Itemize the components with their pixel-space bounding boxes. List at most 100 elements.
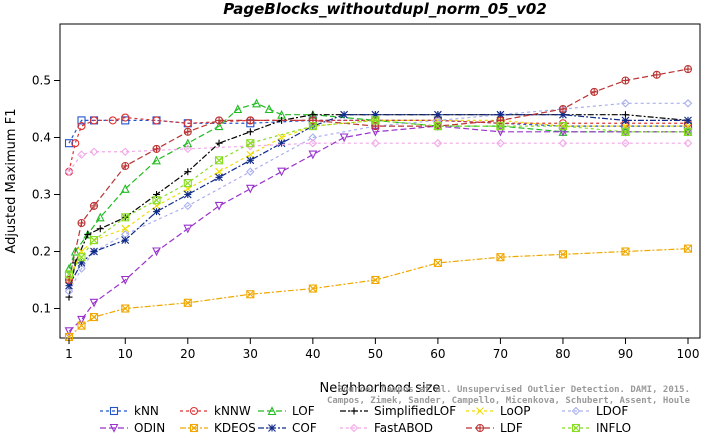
data-point-fastabod [558, 138, 568, 148]
series-simplifiedlof [65, 111, 692, 301]
data-point-knn [77, 116, 86, 125]
legend-swatch-marker [571, 406, 581, 416]
data-point-simplifiedlof [246, 128, 254, 136]
data-point-odin [558, 127, 568, 137]
data-point-cof [340, 110, 349, 119]
data-point-knnw [121, 113, 130, 122]
data-point-lof [252, 98, 261, 108]
data-point-ldf [558, 104, 567, 114]
data-point-odin [214, 201, 224, 211]
data-point-ldof [183, 201, 193, 211]
x-axis: 1 10 20 30 40 50 60 70 80 90 100 [65, 338, 699, 361]
data-point-odin [277, 167, 286, 177]
data-point-fastabod [64, 167, 74, 176]
data-point-kdeos [246, 290, 255, 299]
data-point-cof [559, 110, 567, 119]
data-point-lof [64, 263, 74, 273]
legend-swatch-marker [189, 406, 199, 416]
data-point-ldf [590, 87, 599, 96]
data-point-simplifiedlof [215, 139, 223, 147]
data-point-fastabod [433, 138, 443, 148]
legend-item-cof: COF [258, 421, 317, 434]
legend-item-fastabod: FastABOD [340, 421, 433, 434]
data-point-knnw [71, 139, 80, 148]
data-point-fastabod [89, 147, 99, 157]
series-line-fastabod [68, 142, 688, 173]
data-point-cof [277, 139, 286, 148]
legend-item-loop: LoOP [466, 404, 531, 418]
x-tick-label: 90 [618, 347, 633, 361]
data-point-inflo [683, 127, 693, 136]
legend: kNN kNNW LOF SimplifiedLOF LoOP LDOF ODIN KDEOS… [100, 404, 631, 434]
data-point-lof [152, 155, 161, 165]
data-point-inflo [496, 122, 505, 131]
data-point-lof [70, 246, 80, 256]
series-inflo [64, 116, 693, 279]
legend-label: ODIN [134, 421, 165, 434]
x-tick-label: 30 [243, 347, 258, 361]
data-point-kdeos [121, 304, 130, 313]
data-point-odin [77, 315, 86, 325]
data-point-cof [434, 110, 442, 119]
legend-item-odin: ODIN [100, 421, 165, 434]
series-line-cof [68, 114, 688, 286]
x-tick-label: 10 [118, 347, 133, 361]
legend-label: LOF [292, 404, 315, 418]
data-point-ldof [308, 133, 318, 142]
data-point-ldf [183, 127, 192, 136]
data-point-inflo [77, 253, 86, 262]
series-ldf [64, 65, 693, 285]
data-point-inflo [152, 196, 161, 205]
data-point-simplifiedlof [84, 230, 92, 238]
legend-item-lof: LOF [258, 404, 315, 418]
data-point-ldf [621, 76, 630, 85]
x-axis-label: Neighborhood size [320, 381, 441, 396]
legend-swatch-marker [571, 423, 581, 433]
legend-swatch-marker [109, 423, 119, 433]
data-point-ldf [215, 116, 224, 125]
data-point-simplifiedlof [96, 225, 104, 233]
data-point-inflo [621, 127, 630, 136]
data-point-lof [120, 184, 130, 193]
legend-label: LoOP [500, 404, 531, 418]
legend-item-kdeos: KDEOS [180, 421, 256, 434]
legend-label: kNNW [214, 404, 251, 418]
y-tick-label: 0.4 [32, 131, 51, 145]
data-point-kdeos [89, 312, 99, 322]
data-point-cof [684, 116, 692, 125]
data-point-ldf [121, 161, 130, 171]
data-point-cof [90, 247, 98, 256]
data-point-lof [233, 104, 243, 114]
data-point-odin [152, 247, 161, 257]
data-point-ldof [683, 99, 693, 108]
data-point-fastabod [308, 138, 318, 148]
series-odin [64, 122, 693, 337]
data-point-kdeos [621, 247, 630, 256]
x-tick-label: 60 [430, 347, 445, 361]
data-point-knn [121, 116, 130, 125]
data-point-ldof [64, 287, 74, 296]
data-point-inflo [121, 213, 130, 222]
data-point-knn [64, 139, 74, 148]
series-line-ldof [68, 102, 688, 292]
data-point-cof [246, 156, 255, 165]
data-point-knnw [152, 116, 161, 125]
y-axis-label: Adjusted Maximum F1 [4, 109, 19, 254]
data-point-kdeos [558, 250, 567, 259]
data-point-knnw [77, 122, 86, 131]
y-tick-label: 0.5 [32, 74, 51, 88]
data-point-cof [121, 236, 130, 244]
data-point-kdeos [433, 258, 442, 267]
legend-label: COF [292, 421, 317, 434]
data-point-inflo [246, 139, 255, 148]
legend-item-simplifiedlof: SimplifiedLOF [340, 404, 456, 418]
data-point-lof [214, 121, 224, 131]
chart-title: PageBlocks_withoutdupl_norm_05_v02 [223, 0, 547, 18]
data-point-ldf [683, 65, 693, 74]
data-point-odin [496, 127, 505, 137]
data-point-odin [245, 184, 255, 194]
data-point-cof [215, 173, 223, 182]
data-point-fastabod [621, 138, 630, 148]
data-point-knnw [183, 119, 192, 128]
data-point-kdeos [371, 275, 380, 285]
